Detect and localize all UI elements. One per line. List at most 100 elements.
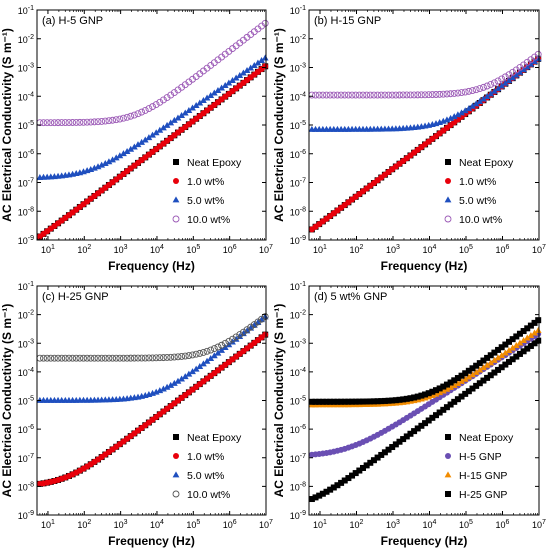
legend-item: 10.0 wt%: [444, 214, 502, 226]
data-point: [181, 352, 189, 360]
data-point: [134, 141, 142, 148]
legend-item: 10.0 wt%: [172, 489, 230, 501]
data-point: [523, 334, 531, 341]
data-point: [498, 75, 506, 83]
data-point: [326, 91, 334, 99]
data-point: [344, 91, 352, 99]
legend-item: 5.0 wt%: [172, 195, 224, 207]
data-point: [414, 393, 421, 400]
data-point: [440, 406, 447, 413]
data-point: [451, 398, 458, 405]
legend-label: 1.0 wt%: [187, 451, 224, 463]
y-tick-label: 10-7: [18, 178, 34, 189]
data-point: [181, 109, 189, 116]
x-tick-label: 107: [532, 519, 546, 530]
data-point: [327, 398, 334, 405]
x-tick-label: 105: [459, 244, 473, 255]
x-tick-label: 104: [150, 519, 164, 530]
data-point: [509, 336, 516, 343]
legend-item: 1.0 wt%: [173, 176, 224, 188]
data-point: [109, 354, 117, 362]
x-axis-title: Frequency (Hz): [108, 259, 195, 273]
y-tick-label: 10-7: [290, 453, 306, 464]
legend-label: Neat Epoxy: [459, 432, 514, 444]
data-point: [535, 317, 542, 324]
data-point: [501, 349, 509, 356]
data-point: [261, 19, 269, 27]
data-point: [428, 91, 436, 99]
data-point: [524, 325, 531, 332]
data-point: [483, 361, 491, 368]
data-point: [239, 69, 247, 76]
data-point: [512, 342, 520, 349]
data-point: [54, 354, 62, 362]
data-point: [443, 404, 450, 411]
data-point: [83, 118, 91, 126]
data-point: [396, 438, 403, 445]
data-point: [312, 398, 319, 405]
data-point: [473, 362, 480, 369]
panel-title: (a) H-5 GNP: [42, 15, 103, 27]
data-points: [36, 19, 269, 240]
legend-label: 1.0 wt%: [459, 176, 496, 188]
legend-marker: [172, 490, 180, 498]
data-point: [308, 398, 315, 405]
y-tick-label: 10-6: [290, 424, 306, 435]
data-point: [109, 156, 116, 163]
data-point: [476, 85, 484, 93]
data-point: [451, 377, 458, 384]
data-point: [221, 82, 229, 89]
y-tick-label: 10-4: [290, 91, 306, 102]
data-point: [472, 100, 480, 107]
data-point: [465, 367, 472, 374]
data-point: [262, 63, 269, 70]
y-tick-label: 10-6: [18, 149, 34, 160]
x-axis-title: Frequency (Hz): [108, 534, 195, 548]
data-point: [484, 374, 491, 381]
data-point: [47, 354, 55, 362]
x-tick-label: 106: [496, 519, 510, 530]
data-point: [425, 390, 432, 397]
data-point: [454, 111, 462, 118]
data-point: [61, 354, 69, 362]
y-tick-label: 10-4: [18, 367, 34, 378]
legend-item: Neat Epoxy: [173, 432, 242, 444]
x-tick-label: 101: [41, 244, 55, 255]
data-point: [98, 354, 106, 362]
data-point: [458, 393, 465, 400]
x-tick-label: 106: [496, 244, 510, 255]
legend-label: Neat Epoxy: [459, 157, 514, 169]
data-point: [61, 119, 69, 127]
data-point: [43, 119, 51, 127]
data-point: [138, 354, 146, 362]
data-point: [181, 373, 189, 380]
data-point: [330, 91, 338, 99]
data-point: [370, 91, 378, 99]
data-point: [174, 114, 182, 121]
y-tick-label: 10-2: [290, 34, 306, 45]
data-point: [116, 115, 124, 123]
data-point: [491, 369, 498, 376]
data-point: [333, 91, 341, 99]
legend-item: H-25 GNP: [445, 489, 507, 501]
data-point: [319, 398, 326, 405]
data-point: [214, 349, 222, 356]
data-point: [50, 354, 58, 362]
data-point: [207, 92, 215, 99]
legend-marker: [173, 453, 179, 459]
data-point: [400, 396, 407, 403]
data-point: [406, 91, 414, 99]
data-point: [469, 102, 476, 109]
data-point: [363, 398, 370, 405]
legend-item: Neat Epoxy: [445, 432, 514, 444]
data-point: [98, 161, 106, 168]
data-point: [319, 91, 327, 99]
data-point: [334, 398, 341, 405]
y-tick-label: 10-9: [18, 235, 34, 246]
data-point: [200, 97, 207, 104]
x-tick-label: 105: [186, 244, 200, 255]
data-point: [425, 417, 432, 424]
data-point: [389, 397, 396, 404]
data-point: [374, 91, 382, 99]
data-point: [120, 354, 127, 362]
